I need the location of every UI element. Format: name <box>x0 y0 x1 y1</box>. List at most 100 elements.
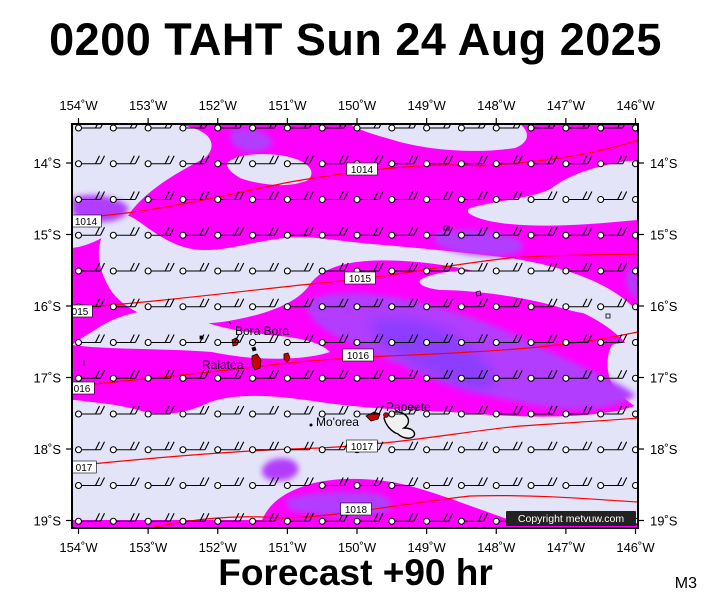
wind-barb <box>353 405 384 418</box>
wind-barb <box>283 334 314 347</box>
wind-barb <box>492 227 523 239</box>
copyright-box: Copyright metvuw.com <box>506 511 636 526</box>
wind-barb <box>562 124 591 132</box>
wind-barb <box>249 477 280 490</box>
wind-barb <box>214 227 245 239</box>
wind-barb <box>283 155 314 168</box>
wind-barb <box>144 405 175 418</box>
wind-barb <box>457 155 488 168</box>
wind-barb <box>109 155 140 168</box>
wind-barb <box>249 298 280 311</box>
wind-barb <box>283 441 314 454</box>
lat-label: 14˚S <box>650 156 678 171</box>
wind-barb <box>318 477 349 490</box>
wind-barb <box>283 227 314 239</box>
isobar-label-1016: 1016 <box>342 348 374 362</box>
wind-barb <box>109 227 140 239</box>
lon-label: 153˚W <box>129 98 168 113</box>
wind-barb <box>631 124 638 132</box>
wind-barb <box>457 477 488 490</box>
wind-barb <box>283 405 314 418</box>
wind-barb <box>388 262 419 275</box>
lat-label: 15˚S <box>650 228 678 243</box>
wind-barb <box>492 370 523 382</box>
svg-text:1014: 1014 <box>75 217 98 228</box>
wind-barb <box>527 227 558 239</box>
wind-barb <box>249 370 280 382</box>
wind-barb <box>423 441 454 454</box>
latitude-labels-right: 14˚S 15˚S 16˚S 17˚S 18˚S 19˚S <box>650 156 678 529</box>
wind-barb <box>74 477 105 490</box>
wind-barb <box>423 262 454 275</box>
wind-barb <box>562 227 593 239</box>
wind-barb <box>249 124 278 132</box>
model-label: M3 <box>674 575 697 592</box>
wind-barb <box>179 370 210 382</box>
lat-label: 15˚S <box>34 228 62 243</box>
isobar-label-1018: 1018 <box>340 502 372 516</box>
wind-field: 1014 1014 015 1015 016 1016 017 1017 1018 <box>72 124 638 528</box>
wind-barb <box>631 160 638 168</box>
wind-barb <box>353 370 384 382</box>
place-label-moorea: Mo'orea <box>316 415 359 429</box>
wind-barb <box>527 155 558 168</box>
wind-barb <box>457 405 488 418</box>
wind-barb <box>283 191 314 204</box>
lon-label: 146˚W <box>616 98 655 113</box>
wind-barb <box>214 262 245 275</box>
wind-barb <box>249 155 280 168</box>
wind-barb <box>109 477 140 490</box>
lon-label: 154˚W <box>59 98 98 113</box>
wind-barb <box>249 262 280 275</box>
wind-barb <box>562 370 593 382</box>
wind-barb <box>597 298 628 311</box>
lat-label: 16˚S <box>34 299 62 314</box>
wind-barb <box>527 191 558 204</box>
wind-barb <box>179 191 210 204</box>
wind-barb <box>74 405 105 418</box>
isobar-1014 <box>72 139 638 219</box>
wind-barb <box>492 441 523 454</box>
wind-barb <box>631 410 638 418</box>
wind-barb <box>562 262 593 275</box>
wind-barb <box>457 513 488 525</box>
lat-label: 19˚S <box>34 514 62 529</box>
wind-barb <box>388 155 419 168</box>
wind-barb <box>179 227 210 239</box>
forecast-label: Forecast +90 hr <box>218 552 493 593</box>
wind-barb <box>457 191 488 204</box>
wind-barb <box>144 227 175 239</box>
wind-barb <box>631 446 638 454</box>
wind-barb <box>388 370 419 382</box>
isobar-label-1015: 1015 <box>344 271 376 285</box>
wind-barb <box>597 334 628 347</box>
isobar-label-1014: 1014 <box>72 214 102 228</box>
wind-barb <box>597 405 628 418</box>
wind-barb <box>144 334 175 347</box>
wind-barb <box>631 481 638 490</box>
wind-barb <box>214 441 245 454</box>
lon-label: 147˚W <box>547 540 586 555</box>
lon-label: 154˚W <box>59 540 98 555</box>
lon-label: 147˚W <box>547 98 586 113</box>
papeete-marker <box>383 412 389 418</box>
lon-label: 146˚W <box>616 540 655 555</box>
wind-barb <box>214 405 245 418</box>
wind-barb <box>388 124 417 132</box>
wind-barb <box>179 477 210 490</box>
wind-barb <box>179 405 210 418</box>
wind-barb <box>597 262 628 275</box>
latitude-labels-left: 14˚S 15˚S 16˚S 17˚S 18˚S 19˚S <box>34 156 62 529</box>
wind-barb <box>457 441 488 454</box>
wind-barb <box>214 370 245 382</box>
wind-barb <box>631 195 638 204</box>
wind-barb <box>423 155 454 168</box>
wind-barb <box>74 227 105 239</box>
wind-barb <box>74 513 105 525</box>
lon-label: 151˚W <box>268 98 307 113</box>
wind-barb <box>457 370 488 382</box>
wind-barb <box>527 262 558 275</box>
wind-barb <box>597 441 628 454</box>
wind-barb <box>214 298 245 311</box>
